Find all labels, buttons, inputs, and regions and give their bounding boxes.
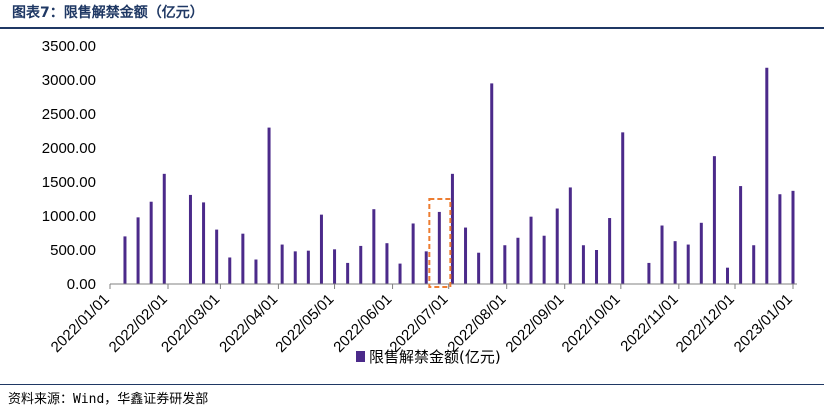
x-tick-label: 2022/12/01 [673, 291, 738, 356]
footer-rule [0, 384, 824, 385]
bar-series [123, 67, 795, 285]
bar [254, 259, 258, 284]
bar [372, 209, 376, 284]
bar [202, 202, 206, 284]
bar [464, 227, 468, 284]
legend-swatch [356, 351, 365, 362]
bar [778, 194, 782, 284]
y-tick-label: 1500.00 [42, 174, 96, 191]
bar [123, 236, 127, 284]
x-tick-label: 2022/07/01 [386, 291, 451, 356]
x-tick-label: 2023/01/01 [731, 291, 796, 356]
bar [359, 245, 363, 284]
bar [595, 250, 599, 284]
bar [424, 251, 428, 284]
bar [136, 217, 140, 284]
bar [215, 229, 219, 284]
source-note: 资料来源：Wind，华鑫证券研发部 [8, 392, 209, 407]
bar [188, 194, 192, 284]
legend-label: 限售解禁金额(亿元) [369, 348, 501, 366]
x-tick-label: 2022/04/01 [216, 291, 281, 356]
bar [568, 187, 572, 284]
bar [228, 257, 232, 284]
y-tick-label: 500.00 [50, 242, 96, 259]
y-tick-label: 0.00 [67, 276, 96, 293]
y-tick-label: 2000.00 [42, 140, 96, 157]
legend: 限售解禁金额(亿元) [356, 348, 501, 366]
bar [306, 250, 310, 284]
bar [437, 211, 441, 284]
bar [581, 245, 585, 284]
highlight-annotation [428, 198, 452, 288]
y-tick-label: 3500.00 [42, 38, 96, 55]
bar [608, 218, 612, 284]
bar [385, 243, 389, 284]
bar [477, 252, 481, 284]
highlight-box [428, 198, 452, 288]
bar [673, 241, 677, 284]
x-tick-label: 2022/05/01 [272, 291, 337, 356]
bar [699, 222, 703, 284]
x-tick-label: 2022/09/01 [502, 291, 567, 356]
bar [686, 244, 690, 284]
bar [490, 83, 494, 285]
x-axis: 2022/01/012022/02/012022/03/012022/04/01… [48, 283, 797, 356]
bar [555, 208, 559, 284]
bar [398, 263, 402, 284]
bar [319, 214, 323, 284]
bar [346, 262, 350, 284]
bar [752, 245, 756, 284]
y-tick-label: 3000.00 [42, 72, 96, 89]
y-tick-label: 2500.00 [42, 106, 96, 123]
bar [450, 173, 454, 284]
bar [267, 127, 271, 284]
x-tick-label: 2022/01/01 [48, 291, 113, 356]
bar [791, 190, 795, 284]
bar [241, 233, 245, 284]
y-tick-label: 1000.00 [42, 208, 96, 225]
bar [739, 186, 743, 284]
bar [712, 156, 716, 284]
x-tick-label: 2022/08/01 [444, 291, 509, 356]
bar [333, 249, 337, 284]
bar [149, 201, 153, 284]
bar [765, 67, 769, 284]
bar [647, 262, 651, 284]
bar [516, 237, 520, 284]
y-axis: 0.00 500.00 1000.00 1500.00 2000.00 2500.00 30… [42, 38, 96, 293]
bar [280, 244, 284, 284]
bar [726, 267, 730, 284]
bar [293, 251, 297, 284]
bar [542, 235, 546, 284]
bar [411, 223, 415, 284]
x-tick-label: 2022/06/01 [330, 291, 395, 356]
bar [660, 225, 664, 284]
bar [621, 132, 625, 284]
bar [529, 216, 533, 284]
x-tick-label: 2022/11/01 [617, 291, 681, 355]
x-tick-label: 2022/10/01 [559, 291, 624, 356]
title-rule [0, 27, 824, 29]
figure-title: 图表7：限售解禁金额（亿元） [12, 5, 204, 21]
bar [162, 173, 166, 284]
bar [503, 245, 507, 284]
